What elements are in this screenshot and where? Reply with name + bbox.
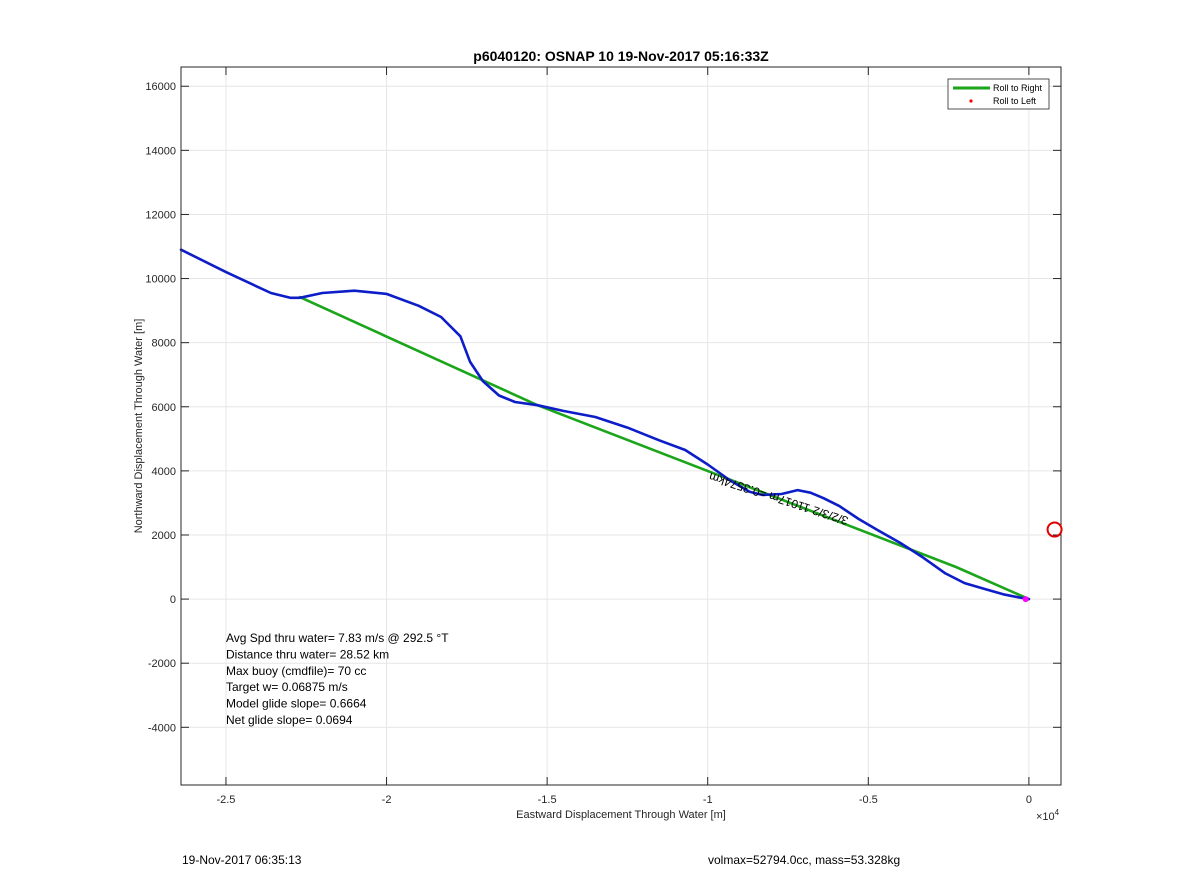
- x-tick-label: -1: [703, 794, 713, 806]
- y-tick-label: 2000: [152, 530, 176, 542]
- y-tick-label: 14000: [145, 145, 176, 157]
- series-line-0: [298, 295, 1031, 601]
- end-marker: [1022, 596, 1029, 603]
- y-tick-label: -4000: [148, 722, 176, 734]
- tick-labels: -2.5 -2 -1.5 -1 -0.5 0 -4000 -2000 0 2000 4000 6000…: [145, 81, 1032, 806]
- legend: Roll to Right Roll to Left: [947, 78, 1050, 110]
- x-tick-label: -0.5: [859, 794, 878, 806]
- x-axis-label: Eastward Displacement Through Water [m]: [516, 809, 726, 821]
- legend-label: Roll to Right: [993, 83, 1043, 93]
- y-tick-label: 12000: [145, 209, 176, 221]
- x-tick-label: -2.5: [216, 794, 235, 806]
- stat-line: Avg Spd thru water= 7.83 m/s @ 292.5 °T: [226, 631, 449, 645]
- footer-timestamp: 19-Nov-2017 06:35:13: [182, 853, 302, 867]
- stat-line: Net glide slope= 0.0694: [226, 713, 353, 727]
- legend-swatch-dot: [969, 99, 973, 103]
- y-tick-label: 10000: [145, 274, 176, 286]
- series-line-1: [179, 248, 1031, 601]
- y-tick-label: 8000: [152, 338, 176, 350]
- x-exponent-label: ×104: [1036, 808, 1060, 823]
- stat-line: Target w= 0.06875 m/s: [226, 680, 348, 694]
- x-tick-label: -1.5: [538, 794, 557, 806]
- y-tick-label: 16000: [145, 81, 176, 93]
- position-marker: [1046, 521, 1063, 538]
- x-tick-label: -2: [382, 794, 392, 806]
- y-tick-label: 6000: [152, 402, 176, 414]
- y-tick-label: -2000: [148, 658, 176, 670]
- stat-line: Distance thru water= 28.52 km: [226, 647, 389, 661]
- y-axis-label: Northward Displacement Through Water [m]: [133, 319, 145, 534]
- ticks: [181, 67, 1061, 785]
- legend-label: Roll to Left: [993, 96, 1037, 106]
- stats-block: Avg Spd thru water= 7.83 m/s @ 292.5 °T D…: [226, 631, 449, 727]
- x-tick-label: 0: [1026, 794, 1032, 806]
- legend-box: [947, 78, 1050, 110]
- axes-box: [180, 66, 1062, 786]
- grid: [181, 67, 1061, 785]
- stat-line: Max buoy (cmdfile)= 70 cc: [226, 664, 366, 678]
- plot-area: 3/2/3/2 11017m =0.3574km -2.5 -2 -1.5 -1 -0.…: [145, 66, 1062, 806]
- stat-line: Model glide slope= 0.6664: [226, 697, 367, 711]
- y-tick-label: 4000: [152, 466, 176, 478]
- chart-title: p6040120: OSNAP 10 19-Nov-2017 05:16:33Z: [473, 48, 769, 64]
- footer-volmax-mass: volmax=52794.0cc, mass=53.328kg: [708, 853, 901, 867]
- y-tick-label: 0: [170, 594, 176, 606]
